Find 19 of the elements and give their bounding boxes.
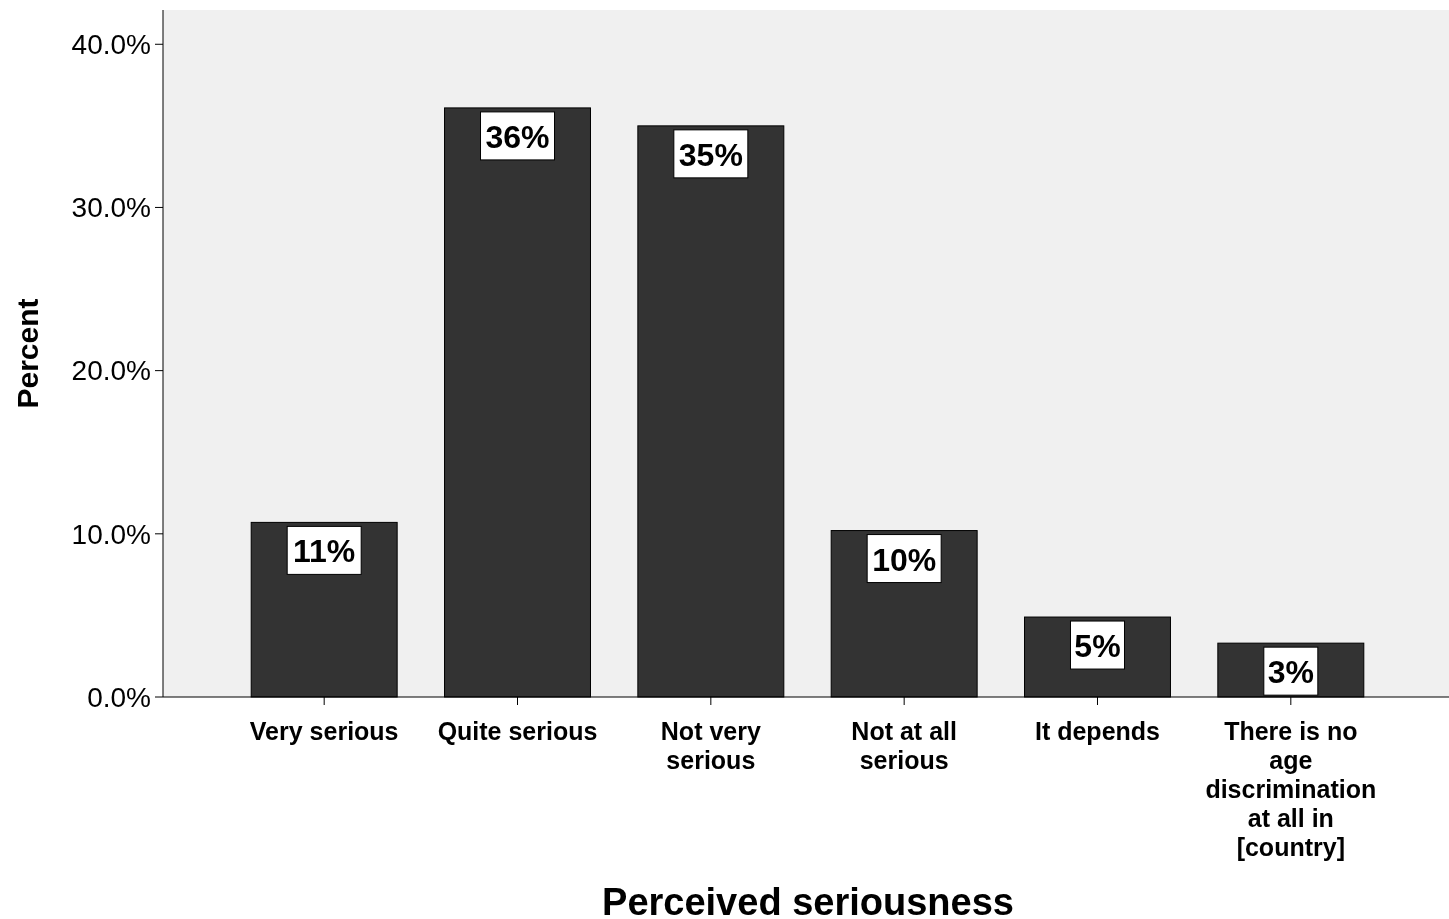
- data-label: 11%: [293, 533, 356, 570]
- data-label: 3%: [1267, 654, 1314, 691]
- data-label: 36%: [485, 118, 550, 155]
- x-tick-label: It depends: [1034, 717, 1160, 745]
- x-axis-title: Perceived seriousness: [602, 881, 1014, 919]
- data-label: 35%: [678, 136, 743, 173]
- x-tick-label: Quite serious: [437, 717, 598, 745]
- y-axis-title: Percent: [11, 298, 44, 409]
- data-label: 10%: [872, 541, 937, 578]
- y-tick-label: 0.0%: [87, 681, 151, 713]
- y-tick-label: 30.0%: [71, 192, 151, 224]
- y-tick-label: 20.0%: [71, 355, 151, 387]
- x-tick-label: Not very serious: [660, 717, 761, 774]
- y-tick-label: 40.0%: [71, 29, 151, 61]
- x-tick-label: Not at all serious: [851, 717, 957, 774]
- y-tick-label: 10.0%: [71, 518, 151, 550]
- x-tick-label: Very serious: [249, 717, 399, 745]
- x-tick-label: There is no age discrimination at all in [country]: [1205, 717, 1377, 861]
- data-label: 5%: [1074, 628, 1121, 665]
